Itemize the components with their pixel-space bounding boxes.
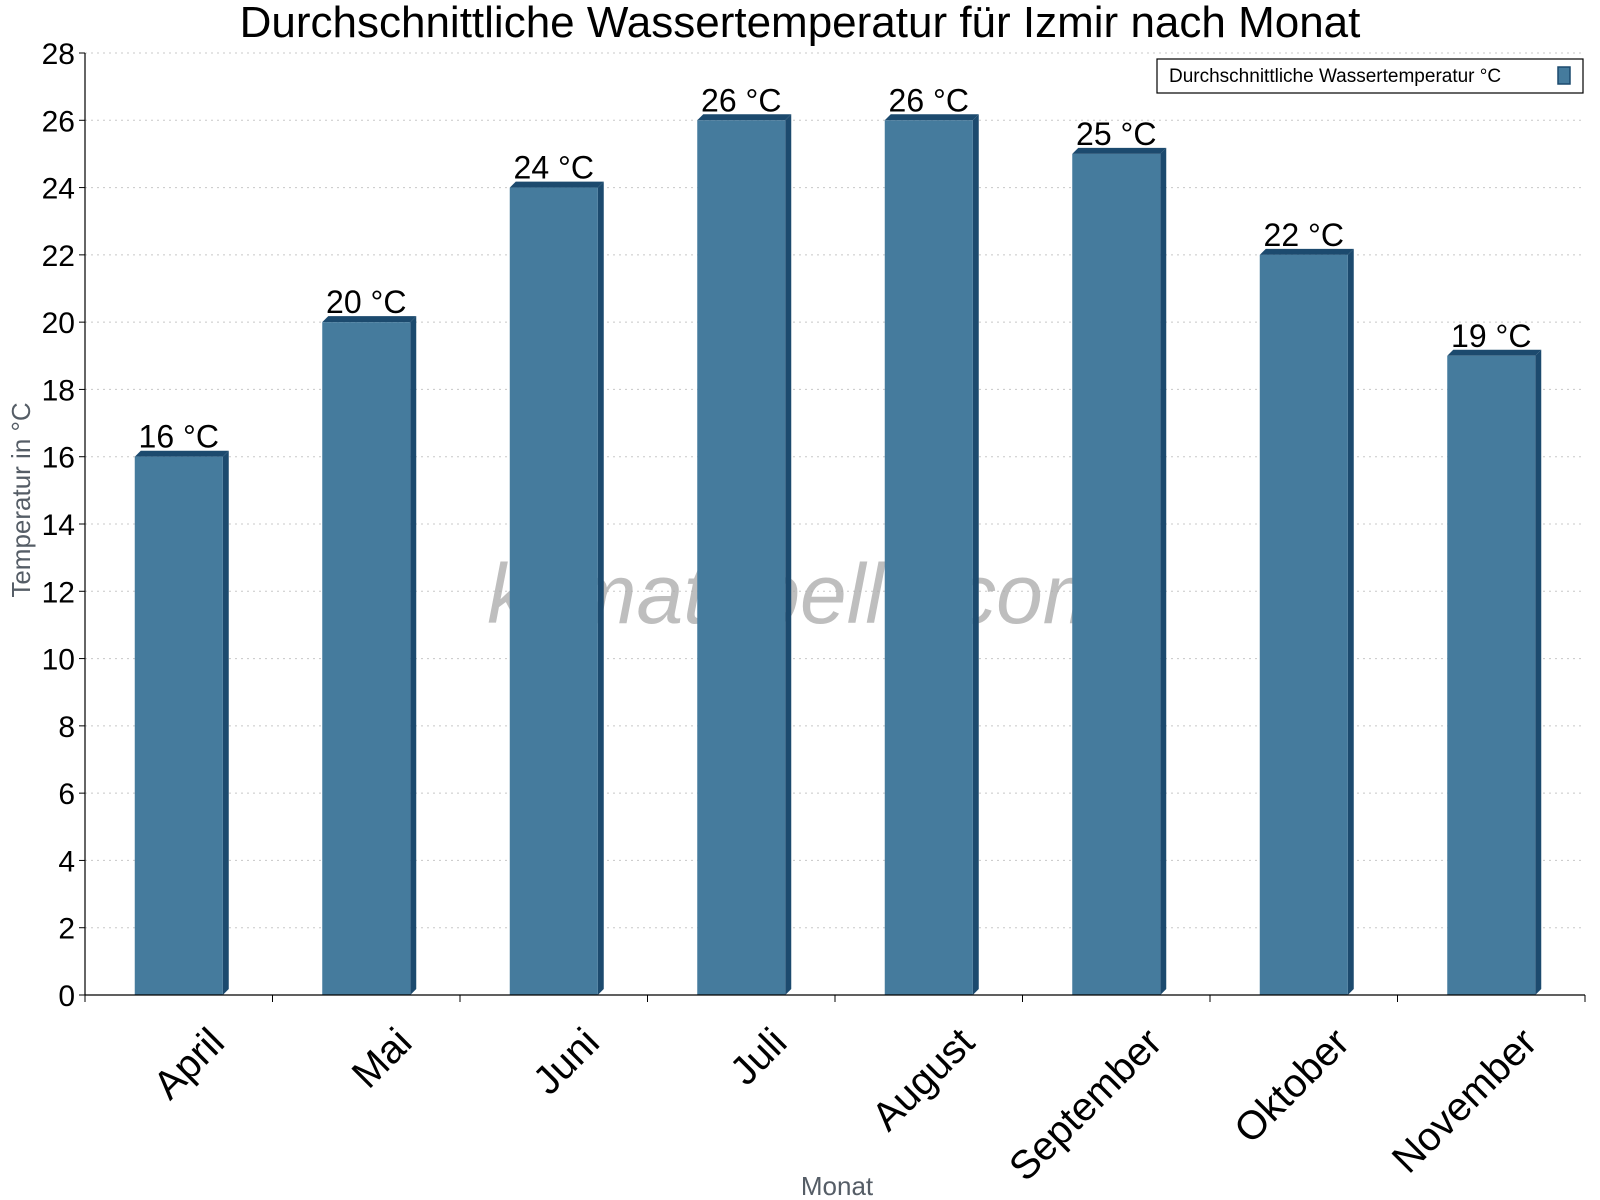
bar-april (134, 450, 229, 995)
bar-top (1259, 248, 1354, 255)
y-tick-label: 26 (42, 105, 75, 138)
bar-front (884, 120, 973, 996)
y-tick-label: 0 (58, 980, 75, 1013)
bar-side (222, 450, 229, 995)
bar-top (884, 114, 979, 121)
x-axis-title: Monat (801, 1171, 874, 1200)
bars (134, 114, 1542, 996)
legend-swatch (1557, 66, 1571, 85)
bar-top (1447, 349, 1542, 356)
bar-side (1160, 147, 1167, 995)
legend-label: Durchschnittliche Wassertemperatur °C (1169, 66, 1501, 87)
bar-front (1447, 355, 1536, 995)
x-tick-label: November (1384, 1020, 1546, 1182)
bar-front (509, 187, 598, 996)
bar-juli (697, 114, 792, 996)
x-tick-label: August (864, 1020, 983, 1139)
chart-title: Durchschnittliche Wassertemperatur für I… (240, 0, 1361, 47)
y-tick-label: 16 (42, 442, 75, 475)
bar-august (884, 114, 979, 996)
gridlines (85, 52, 1585, 929)
data-label: 22 °C (1264, 217, 1344, 253)
bar-top (322, 316, 417, 323)
y-tick-label: 28 (42, 38, 75, 71)
y-tick-label: 22 (42, 240, 75, 273)
y-tick-label: 14 (42, 509, 75, 542)
x-tick-label: Oktober (1226, 1020, 1358, 1152)
y-tick-label: 6 (58, 778, 75, 811)
bar-side (410, 316, 417, 996)
x-tick-label: Juli (722, 1020, 796, 1094)
x-tick-label: September (1001, 1020, 1170, 1189)
bar-side (1347, 248, 1354, 995)
y-tick-label: 24 (42, 173, 75, 206)
bar-front (1072, 153, 1161, 995)
data-label: 16 °C (139, 419, 219, 455)
y-tick-label: 12 (42, 576, 75, 609)
bar-front (697, 120, 786, 996)
bar-front (322, 322, 411, 996)
y-tick-label: 18 (42, 374, 75, 407)
bar-juni (509, 181, 604, 996)
bar-front (134, 456, 223, 995)
x-tick-label: April (145, 1020, 233, 1108)
data-labels: 16 °C 20 °C 24 °C 26 °C 26 °C 25 °C 22 °C 19 °C (139, 82, 1532, 454)
y-tick-label: 20 (42, 307, 75, 340)
bar-november (1447, 349, 1542, 995)
data-label: 26 °C (701, 82, 781, 118)
bar-mai (322, 316, 417, 996)
x-tick-label: Juni (525, 1020, 608, 1103)
bar-september (1072, 147, 1167, 995)
y-tick-label: 8 (58, 711, 75, 744)
x-tick-label: Mai (344, 1020, 421, 1097)
data-label: 24 °C (514, 150, 594, 186)
legend-box (1156, 58, 1584, 94)
bar-top (697, 114, 792, 121)
y-tick-label: 10 (42, 644, 75, 677)
bar-side (597, 181, 604, 996)
bar-oktober (1259, 248, 1354, 995)
bar-top (509, 181, 604, 188)
bar-front (1259, 254, 1348, 995)
x-tick-labels: April Mai Juni Juli August September Oktober No… (145, 1020, 1545, 1189)
data-label: 19 °C (1451, 318, 1531, 354)
y-tick-label: 2 (58, 913, 75, 946)
y-axis-title: Temperatur in °C (6, 402, 36, 597)
data-label: 20 °C (326, 284, 406, 320)
data-label: 25 °C (1076, 116, 1156, 152)
bar-top (1072, 147, 1167, 154)
legend: Durchschnittliche Wassertemperatur °C (1156, 58, 1584, 94)
bar-top (134, 450, 229, 457)
data-label: 26 °C (889, 82, 969, 118)
bar-side (1535, 349, 1542, 995)
axes (79, 52, 1586, 1002)
bar-side (972, 114, 979, 996)
bar-side (785, 114, 792, 996)
y-tick-label: 4 (58, 845, 75, 878)
